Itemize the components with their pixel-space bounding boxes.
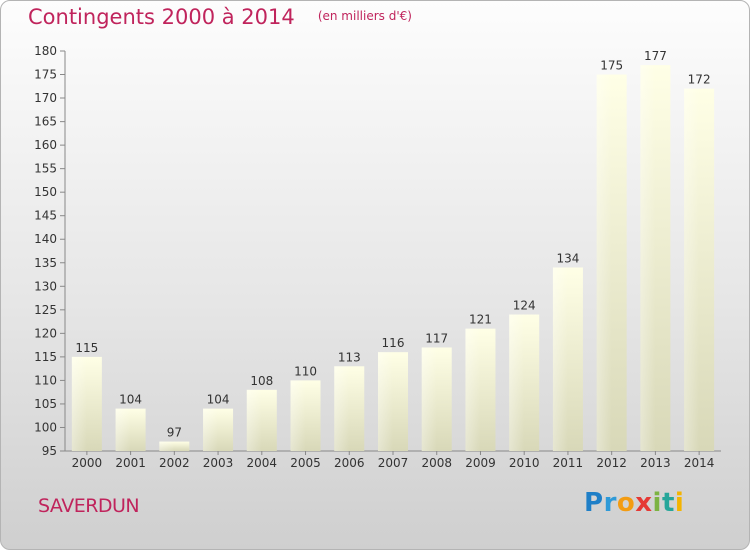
bar-highlight [159, 441, 175, 451]
bar-value-label: 124 [513, 299, 536, 313]
x-tick-label: 2006 [334, 456, 365, 470]
bar-value-label: 177 [644, 49, 667, 63]
bar-value-label: 116 [382, 336, 405, 350]
bar-highlight [465, 328, 481, 451]
y-tick-label: 150 [34, 185, 57, 199]
y-tick-label: 95 [42, 444, 57, 458]
bar-highlight [290, 380, 306, 451]
bar-highlight [378, 352, 393, 451]
y-tick-label: 165 [34, 115, 57, 129]
logo-letter: x [635, 488, 653, 518]
bar-highlight [509, 314, 525, 451]
bar-value-label: 108 [250, 374, 273, 388]
x-tick-label: 2013 [640, 456, 671, 470]
y-tick-label: 125 [34, 303, 57, 317]
x-tick-label: 2003 [203, 456, 234, 470]
bar-value-label: 115 [75, 341, 98, 355]
bar-value-label: 97 [167, 426, 182, 440]
x-tick-label: 2007 [378, 456, 409, 470]
logo-letter: o [616, 488, 636, 518]
bar-value-label: 104 [119, 393, 142, 407]
x-tick-label: 2010 [509, 456, 540, 470]
y-tick-label: 100 [34, 420, 57, 434]
bar-highlight [203, 408, 219, 451]
x-tick-label: 2002 [159, 456, 190, 470]
bar-value-label: 175 [600, 59, 623, 73]
x-tick-label: 2011 [553, 456, 584, 470]
y-tick-label: 140 [34, 232, 57, 246]
y-tick-label: 170 [34, 91, 57, 105]
y-tick-label: 120 [34, 326, 57, 340]
chart-title-text: Contingents 2000 à 2014 [28, 5, 295, 29]
y-tick-label: 155 [34, 162, 57, 176]
bar-highlight [596, 74, 612, 451]
bar-highlight [684, 88, 700, 451]
bar-highlight [421, 347, 437, 451]
proxiti-logo: Proxiti [584, 488, 684, 518]
logo-letter: i [652, 488, 662, 518]
y-tick-label: 130 [34, 279, 57, 293]
chart-unit-text: (en milliers d'€) [317, 9, 412, 23]
logo-letter: t [661, 488, 675, 518]
y-tick-label: 110 [34, 373, 57, 387]
bar-highlight [552, 267, 568, 451]
bar-value-label: 113 [338, 350, 361, 364]
y-tick-label: 105 [34, 397, 57, 411]
x-tick-label: 2014 [684, 456, 715, 470]
x-tick-label: 2004 [247, 456, 278, 470]
bar-value-label: 121 [469, 313, 492, 327]
bar-highlight [334, 366, 350, 451]
bar-highlight [115, 408, 131, 451]
bar-value-label: 110 [294, 364, 317, 378]
y-tick-label: 175 [34, 68, 57, 82]
bar-value-label: 104 [207, 393, 230, 407]
y-tick-label: 115 [34, 350, 57, 364]
bar-value-label: 172 [688, 73, 711, 87]
x-tick-label: 2000 [72, 456, 103, 470]
bar-value-label: 134 [556, 251, 579, 265]
x-tick-label: 2012 [596, 456, 627, 470]
city-name: SAVERDUN [38, 495, 140, 517]
y-tick-label: 135 [34, 256, 57, 270]
x-tick-label: 2001 [115, 456, 146, 470]
logo-letter: r [603, 488, 617, 518]
logo-letter: i [674, 488, 685, 518]
y-tick-label: 145 [34, 209, 57, 223]
chart-title: Contingents 2000 à 2014 (en milliers d'€… [28, 5, 412, 29]
x-tick-label: 2008 [421, 456, 452, 470]
logo-letter: P [584, 488, 604, 518]
bar-value-label: 117 [425, 331, 448, 345]
y-tick-label: 160 [34, 138, 57, 152]
x-tick-label: 2005 [290, 456, 321, 470]
y-tick-label: 180 [34, 44, 57, 58]
bar-highlight [246, 389, 262, 451]
bar-highlight [71, 356, 87, 451]
bar-highlight [640, 65, 656, 451]
x-tick-label: 2009 [465, 456, 496, 470]
